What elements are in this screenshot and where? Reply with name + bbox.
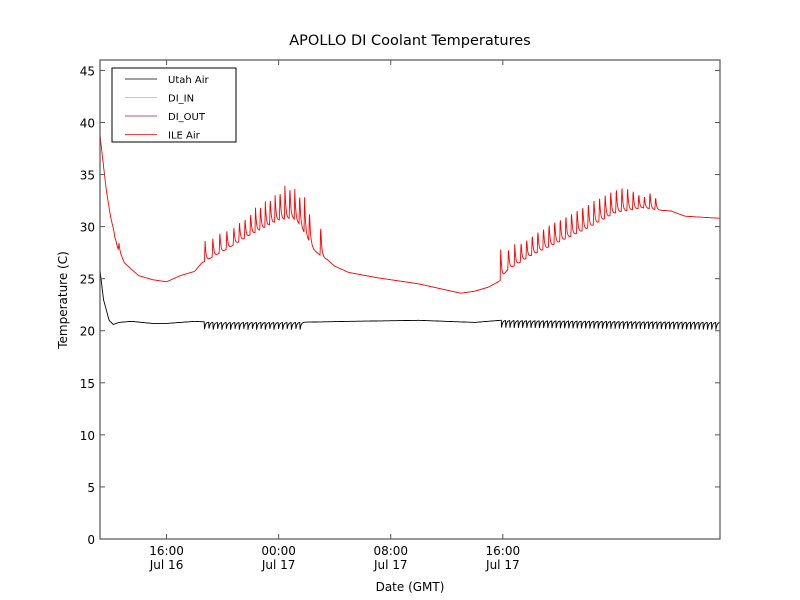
legend-label-di-out: DI_OUT bbox=[168, 112, 206, 123]
y-tick-label: 30 bbox=[80, 221, 95, 235]
y-tick-label: 25 bbox=[80, 273, 95, 287]
y-tick-label: 45 bbox=[80, 64, 95, 78]
y-tick-label: 15 bbox=[80, 377, 95, 391]
y-axis: 0 5 10 15 20 25 30 35 40 45 bbox=[80, 64, 720, 547]
legend-label-utah-air: Utah Air bbox=[168, 75, 210, 86]
y-tick-label: 0 bbox=[87, 533, 95, 547]
series-line-ile-air bbox=[100, 134, 720, 294]
x-tick-label-time: 08:00 bbox=[373, 544, 408, 558]
x-tick-label-date: Jul 17 bbox=[485, 558, 520, 572]
chart-title: APOLLO DI Coolant Temperatures bbox=[289, 33, 530, 49]
x-tick-label-date: Jul 17 bbox=[373, 558, 408, 572]
legend-box bbox=[111, 67, 237, 143]
x-tick-label-date: Jul 16 bbox=[149, 558, 184, 572]
series-line-utah-air bbox=[100, 270, 720, 330]
y-tick-label: 5 bbox=[87, 481, 95, 495]
y-tick-label: 10 bbox=[80, 429, 95, 443]
x-tick-label-date: Jul 17 bbox=[261, 558, 296, 572]
y-tick-label: 40 bbox=[80, 116, 95, 130]
series-layer bbox=[100, 134, 720, 330]
legend-label-di-in: DI_IN bbox=[168, 94, 194, 105]
legend-label-ile-air: ILE Air bbox=[168, 131, 201, 142]
legend: Utah Air DI_IN DI_OUT ILE Air bbox=[111, 67, 237, 143]
y-tick-label: 20 bbox=[80, 325, 95, 339]
y-tick-label: 35 bbox=[80, 169, 95, 183]
y-axis-label: Temperature (C) bbox=[56, 251, 70, 350]
plot-frame bbox=[99, 59, 721, 540]
x-axis-label: Date (GMT) bbox=[376, 580, 445, 594]
x-tick-label-time: 16:00 bbox=[486, 544, 521, 558]
x-tick-label-time: 16:00 bbox=[149, 544, 184, 558]
x-tick-label-time: 00:00 bbox=[261, 544, 296, 558]
